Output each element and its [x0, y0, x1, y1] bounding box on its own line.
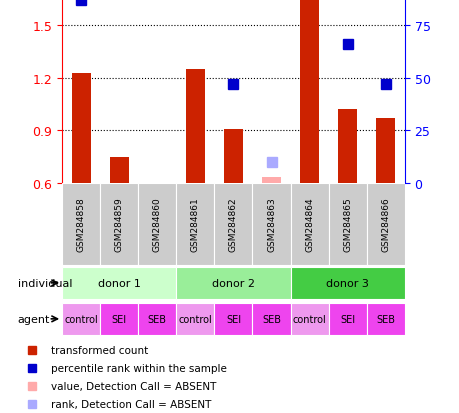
Text: GSM284862: GSM284862	[229, 197, 237, 252]
Text: percentile rank within the sample: percentile rank within the sample	[50, 363, 226, 373]
Text: SEI: SEI	[225, 314, 241, 324]
Bar	[72, 74, 90, 183]
Text: rank, Detection Call = ABSENT: rank, Detection Call = ABSENT	[50, 399, 211, 409]
Text: SEI: SEI	[112, 314, 127, 324]
Bar	[176, 267, 290, 299]
Bar	[366, 303, 404, 335]
Text: GSM284858: GSM284858	[77, 197, 85, 252]
Text: GSM284864: GSM284864	[304, 197, 313, 252]
Bar	[62, 303, 100, 335]
Bar	[214, 303, 252, 335]
Bar	[262, 177, 280, 183]
Bar	[337, 110, 357, 183]
Bar	[62, 267, 176, 299]
Text: donor 3: donor 3	[325, 278, 368, 288]
Text: GSM284863: GSM284863	[266, 197, 275, 252]
Bar	[375, 119, 394, 183]
Bar	[138, 303, 176, 335]
Text: agent: agent	[17, 314, 50, 324]
Bar	[176, 303, 214, 335]
Bar	[299, 0, 319, 183]
Text: control: control	[64, 314, 98, 324]
Bar	[328, 303, 366, 335]
Bar	[290, 183, 328, 265]
Text: GSM284861: GSM284861	[190, 197, 200, 252]
Bar	[100, 183, 138, 265]
Text: GSM284866: GSM284866	[381, 197, 389, 252]
Bar	[109, 157, 129, 183]
Text: individual: individual	[17, 278, 72, 288]
Text: GSM284865: GSM284865	[342, 197, 352, 252]
Text: SEB: SEB	[262, 314, 280, 324]
Text: GSM284859: GSM284859	[114, 197, 123, 252]
Text: transformed count: transformed count	[50, 345, 147, 355]
Bar	[138, 183, 176, 265]
Text: GSM284860: GSM284860	[152, 197, 162, 252]
Bar	[214, 183, 252, 265]
Text: value, Detection Call = ABSENT: value, Detection Call = ABSENT	[50, 381, 216, 391]
Bar	[252, 303, 290, 335]
Bar	[224, 130, 242, 183]
Bar	[328, 183, 366, 265]
Bar	[366, 183, 404, 265]
Text: control: control	[178, 314, 212, 324]
Bar	[185, 70, 204, 183]
Bar	[100, 303, 138, 335]
Bar	[290, 303, 328, 335]
Text: donor 2: donor 2	[212, 278, 254, 288]
Text: SEB: SEB	[147, 314, 167, 324]
Text: SEB: SEB	[375, 314, 394, 324]
Text: control: control	[292, 314, 326, 324]
Bar	[176, 183, 214, 265]
Text: SEI: SEI	[339, 314, 354, 324]
Text: donor 1: donor 1	[98, 278, 140, 288]
Bar	[252, 183, 290, 265]
Bar	[62, 183, 100, 265]
Bar	[290, 267, 404, 299]
